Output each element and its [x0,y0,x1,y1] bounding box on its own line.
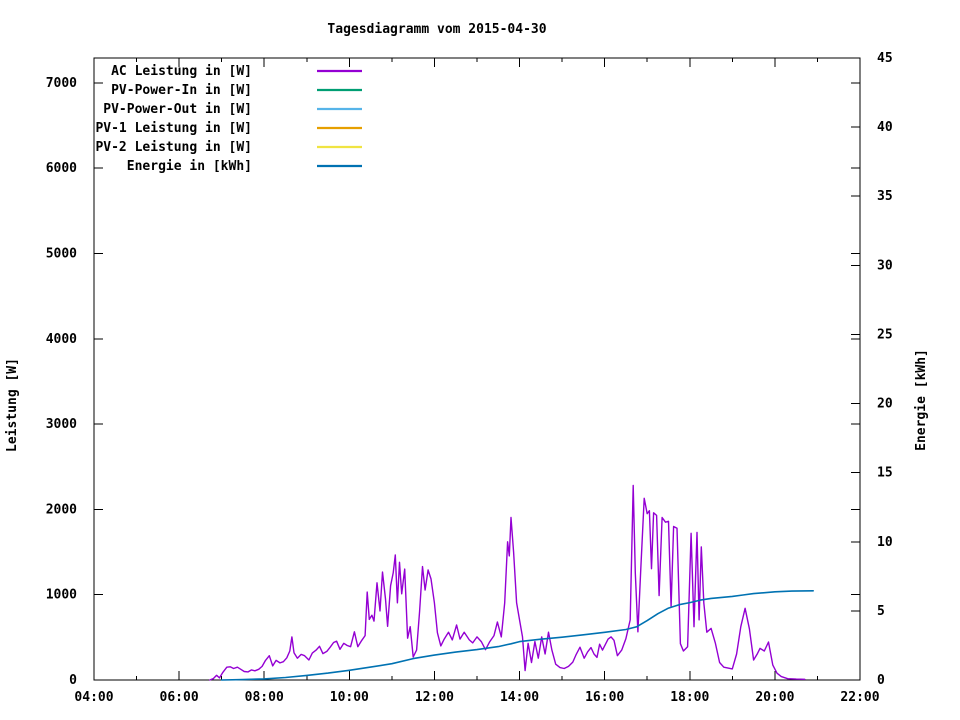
y-right-tick-label: 25 [877,327,893,342]
y-left-tick-label: 1000 [46,588,77,603]
x-tick-label: 12:00 [415,690,454,705]
series-curve-1 [209,484,806,681]
x-tick-label: 06:00 [160,690,199,705]
y-left-tick-label: 0 [69,673,77,688]
legend-label-1: AC Leistung in [W] [111,64,252,79]
y-right-tick-label: 20 [877,397,893,412]
y-right-tick-label: 45 [877,51,893,66]
y-left-tick-label: 3000 [46,417,77,432]
y-left-tick-label: 7000 [46,76,77,91]
y-axis-label-left: Leistung [W] [5,358,20,452]
x-tick-label: 08:00 [245,690,284,705]
x-tick-label: 14:00 [500,690,539,705]
x-tick-label: 18:00 [670,690,709,705]
y-right-tick-label: 35 [877,189,893,204]
x-tick-label: 10:00 [330,690,369,705]
series-curve-6 [220,589,815,681]
legend-label-2: PV-Power-In in [W] [111,83,252,98]
y-right-tick-label: 30 [877,258,893,273]
y-right-tick-label: 5 [877,604,885,619]
y-right-tick-label: 0 [877,673,885,688]
y-left-tick-label: 4000 [46,332,77,347]
y-axis-label-right: Energie [kWh] [914,349,929,451]
x-tick-label: 20:00 [755,690,794,705]
y-right-tick-label: 15 [877,466,893,481]
x-tick-label: 22:00 [840,690,879,705]
legend-label-3: PV-Power-Out in [W] [103,102,252,117]
chart-title: Tagesdiagramm vom 2015-04-30 [327,22,547,37]
y-left-tick-label: 5000 [46,247,77,262]
legend-label-4: PV-1 Leistung in [W] [95,121,252,136]
y-left-tick-label: 6000 [46,161,77,176]
x-tick-label: 04:00 [74,690,113,705]
legend-label-6: Energie in [kWh] [127,159,252,174]
y-right-tick-label: 10 [877,535,893,550]
x-tick-label: 16:00 [585,690,624,705]
y-right-tick-label: 40 [877,120,893,135]
y-left-tick-label: 2000 [46,502,77,517]
legend-label-5: PV-2 Leistung in [W] [95,140,252,155]
